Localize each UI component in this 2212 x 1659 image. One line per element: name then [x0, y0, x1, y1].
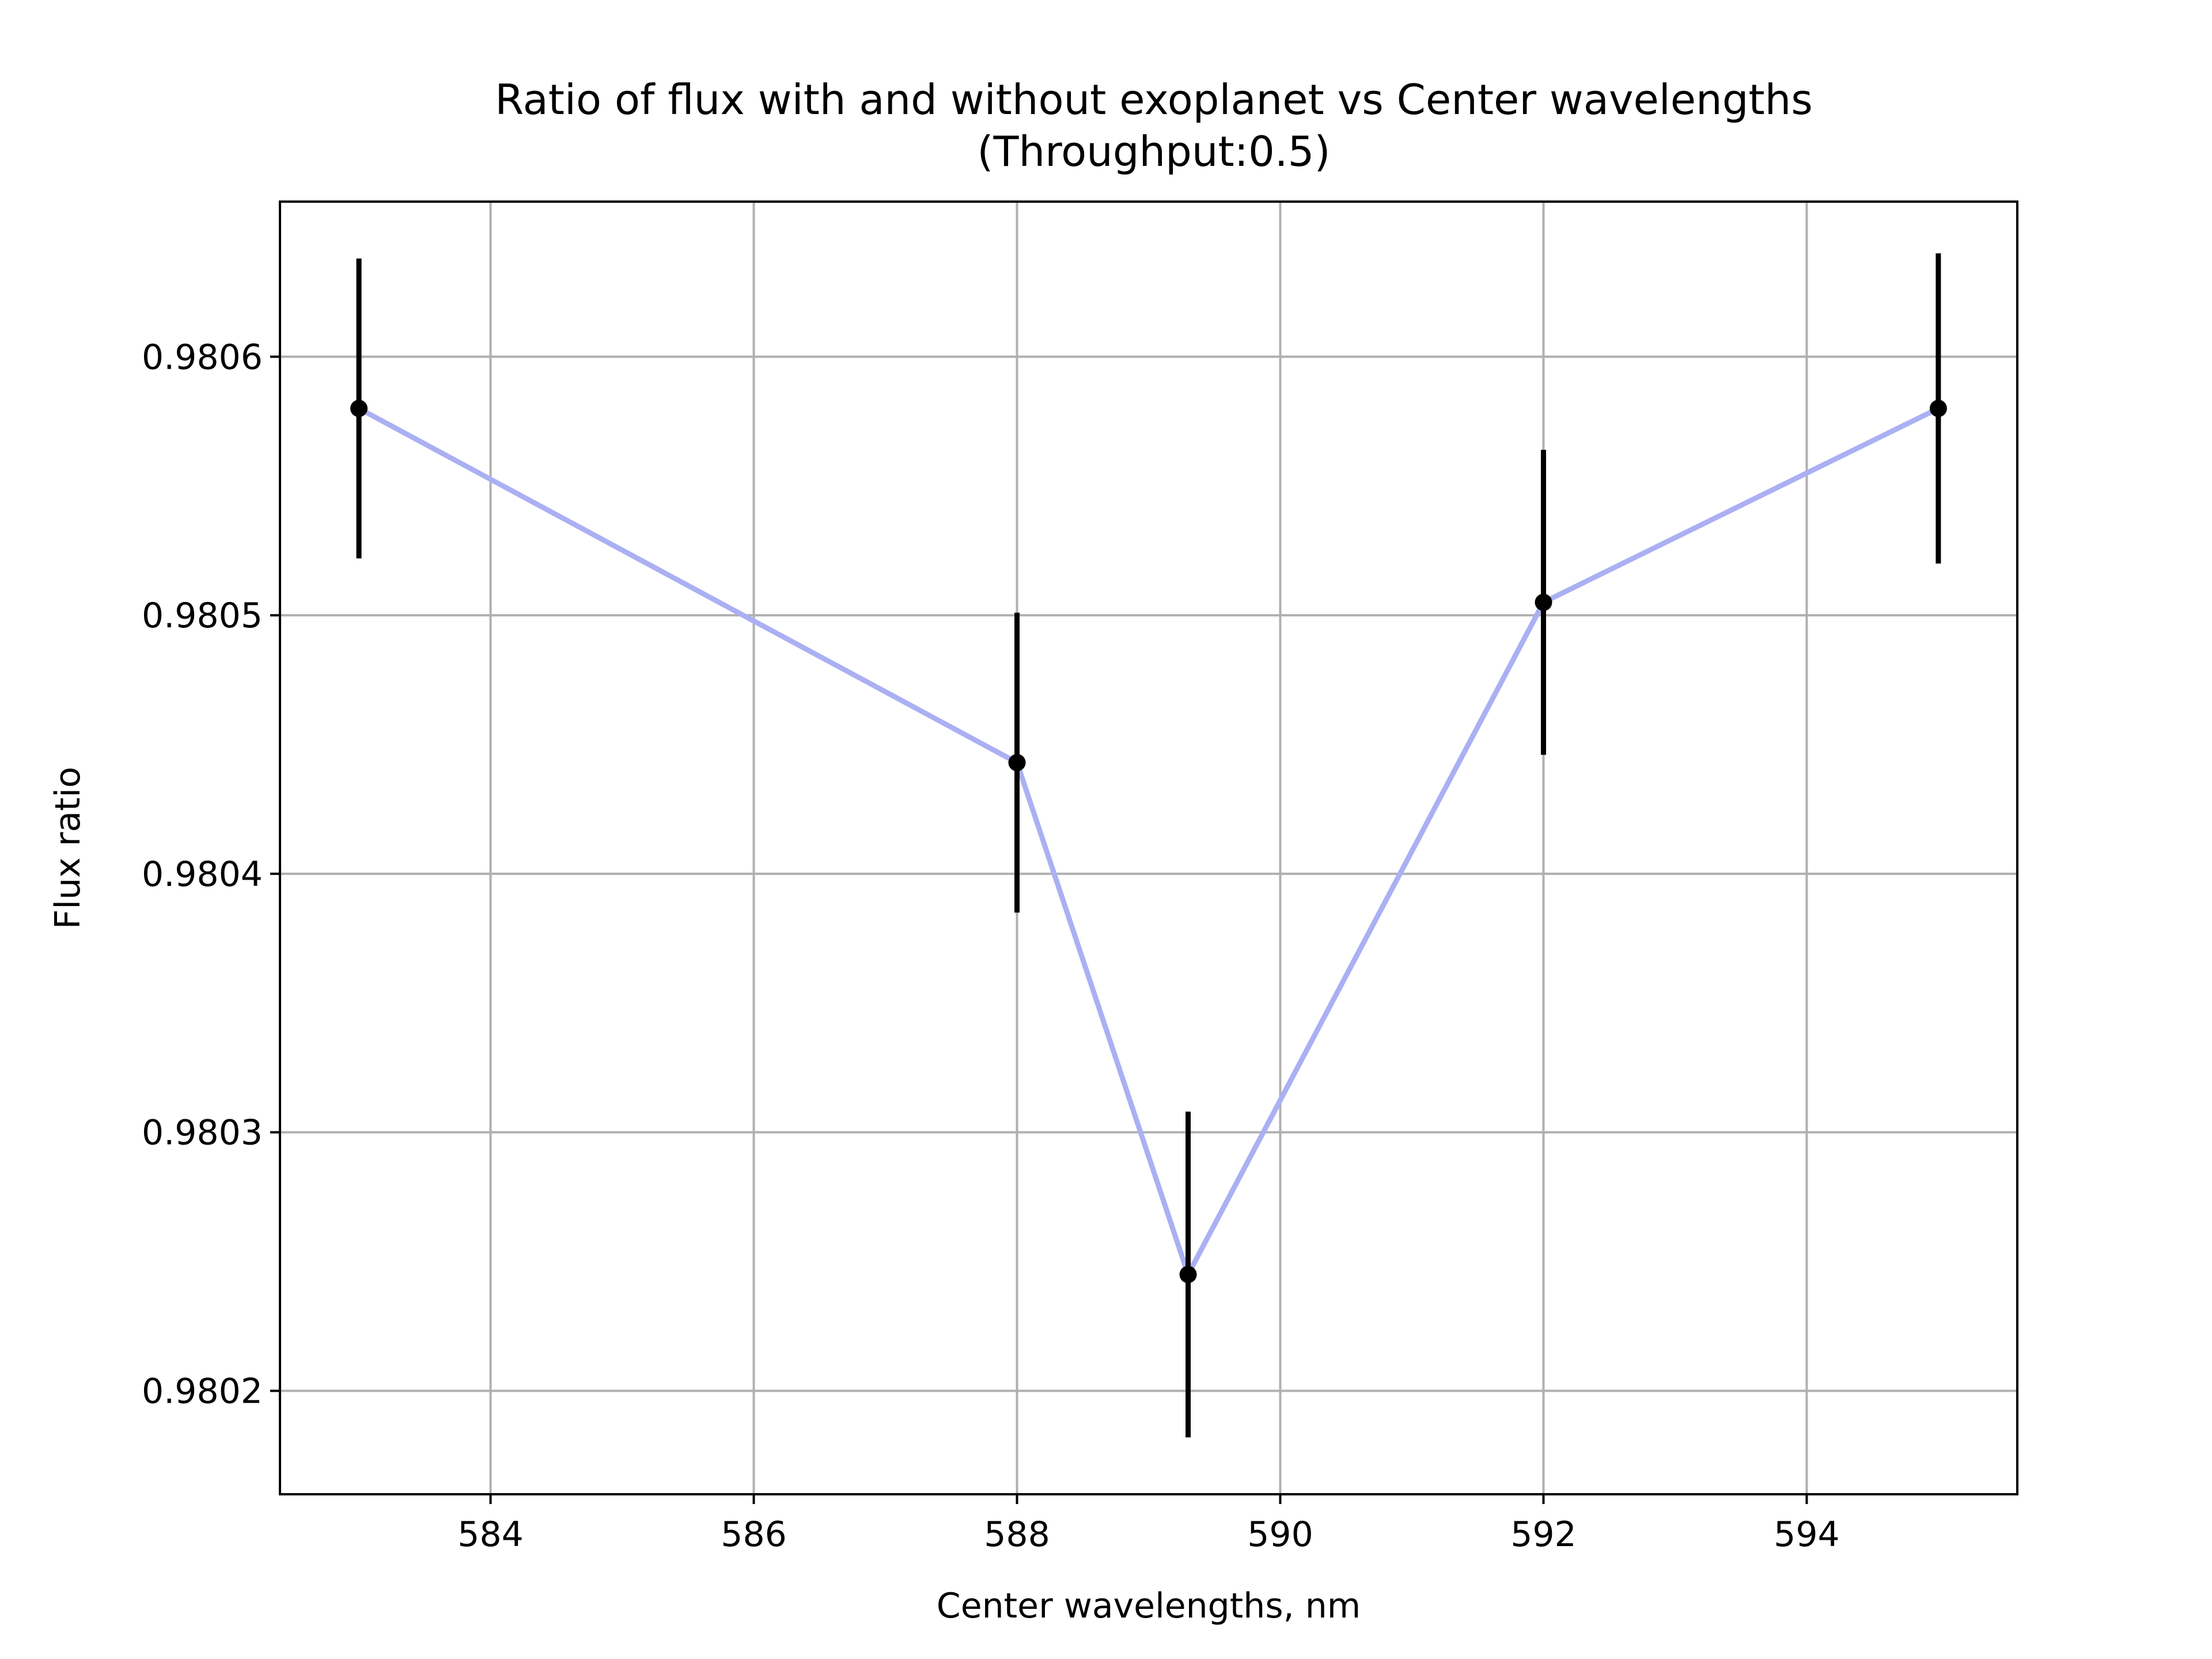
data-point	[1008, 753, 1026, 771]
x-axis-label: Center wavelengths, nm	[937, 1586, 1361, 1626]
x-tick-label: 590	[1247, 1514, 1313, 1555]
ticks-layer: 584 586 588 590 592 594 0.9802 0.9803 0.9804 0.98…	[142, 337, 1840, 1555]
grid-layer	[280, 202, 2017, 1494]
series-layer	[350, 253, 1947, 1438]
data-point	[1535, 593, 1552, 611]
data-point	[350, 400, 368, 418]
y-tick-label: 0.9805	[142, 596, 263, 636]
series-line	[356, 406, 1941, 1278]
x-tick-label: 584	[457, 1514, 524, 1555]
data-point	[1929, 400, 1947, 418]
x-tick-label: 588	[984, 1514, 1050, 1555]
y-tick-label: 0.9806	[142, 337, 263, 377]
y-axis-label: Flux ratio	[48, 767, 88, 929]
y-tick-label: 0.9804	[142, 854, 263, 895]
y-tick-label: 0.9803	[142, 1113, 263, 1153]
chart-subtitle: (Throughput:0.5)	[977, 127, 1330, 176]
x-tick-label: 586	[721, 1514, 787, 1555]
chart-title: Ratio of flux with and without exoplanet…	[495, 75, 1813, 124]
x-tick-label: 592	[1510, 1514, 1577, 1555]
y-tick-label: 0.9802	[142, 1371, 263, 1411]
data-point	[1179, 1266, 1197, 1283]
plot-frame	[279, 200, 2018, 1495]
x-tick-label: 594	[1774, 1514, 1840, 1555]
